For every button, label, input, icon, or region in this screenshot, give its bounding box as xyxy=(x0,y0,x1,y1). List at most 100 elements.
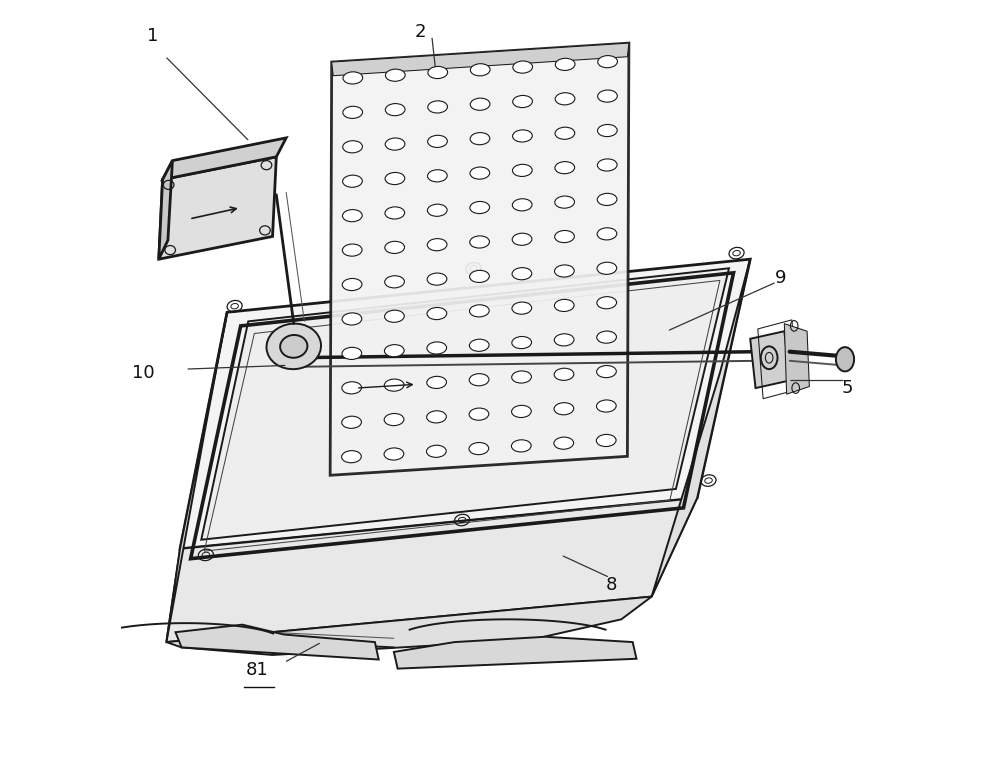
Ellipse shape xyxy=(384,379,404,391)
Ellipse shape xyxy=(469,374,489,386)
Ellipse shape xyxy=(385,138,405,150)
Polygon shape xyxy=(163,138,286,180)
Ellipse shape xyxy=(513,130,532,142)
Ellipse shape xyxy=(384,345,404,357)
Ellipse shape xyxy=(470,202,490,214)
Text: 81: 81 xyxy=(246,661,269,679)
Ellipse shape xyxy=(597,159,617,171)
Ellipse shape xyxy=(513,95,532,107)
Polygon shape xyxy=(750,331,790,388)
Polygon shape xyxy=(204,260,750,434)
Ellipse shape xyxy=(385,275,404,288)
Ellipse shape xyxy=(342,313,362,325)
Ellipse shape xyxy=(342,347,362,359)
Ellipse shape xyxy=(427,307,447,320)
Ellipse shape xyxy=(343,141,362,153)
Ellipse shape xyxy=(427,377,446,388)
Polygon shape xyxy=(201,269,729,540)
Polygon shape xyxy=(166,312,227,642)
Ellipse shape xyxy=(343,175,362,187)
Ellipse shape xyxy=(428,135,447,148)
Ellipse shape xyxy=(554,437,574,449)
Ellipse shape xyxy=(597,331,616,343)
Ellipse shape xyxy=(342,416,361,428)
Ellipse shape xyxy=(385,241,405,253)
Ellipse shape xyxy=(596,400,616,412)
Ellipse shape xyxy=(470,167,490,179)
Ellipse shape xyxy=(427,342,447,354)
Polygon shape xyxy=(159,161,172,260)
Ellipse shape xyxy=(427,204,447,216)
Ellipse shape xyxy=(512,371,531,383)
Ellipse shape xyxy=(597,193,617,205)
Ellipse shape xyxy=(555,231,574,243)
Ellipse shape xyxy=(597,365,616,377)
Ellipse shape xyxy=(512,268,532,280)
Text: 1: 1 xyxy=(147,27,158,44)
Ellipse shape xyxy=(554,334,574,346)
Ellipse shape xyxy=(512,233,532,245)
Ellipse shape xyxy=(470,98,490,110)
Ellipse shape xyxy=(512,199,532,211)
Ellipse shape xyxy=(836,347,854,371)
Ellipse shape xyxy=(342,451,361,463)
Ellipse shape xyxy=(511,440,531,452)
Ellipse shape xyxy=(470,64,490,76)
Ellipse shape xyxy=(598,56,617,68)
Ellipse shape xyxy=(470,236,489,248)
Ellipse shape xyxy=(597,125,617,137)
Polygon shape xyxy=(330,43,629,476)
Ellipse shape xyxy=(385,173,405,185)
Ellipse shape xyxy=(512,406,531,418)
Polygon shape xyxy=(175,625,379,660)
Text: 9: 9 xyxy=(775,269,786,287)
Ellipse shape xyxy=(266,323,321,369)
Ellipse shape xyxy=(469,408,489,420)
Ellipse shape xyxy=(596,435,616,447)
Polygon shape xyxy=(394,637,636,669)
Polygon shape xyxy=(652,260,750,597)
Ellipse shape xyxy=(385,103,405,116)
Polygon shape xyxy=(180,260,750,549)
Ellipse shape xyxy=(385,310,404,323)
Ellipse shape xyxy=(554,403,574,415)
Ellipse shape xyxy=(385,207,405,219)
Ellipse shape xyxy=(469,304,489,317)
Ellipse shape xyxy=(597,263,617,275)
Ellipse shape xyxy=(384,413,404,425)
Ellipse shape xyxy=(512,164,532,177)
Ellipse shape xyxy=(555,265,574,277)
Ellipse shape xyxy=(469,339,489,352)
Ellipse shape xyxy=(342,279,362,291)
Text: 5: 5 xyxy=(842,379,853,397)
Ellipse shape xyxy=(428,101,447,113)
Polygon shape xyxy=(166,597,652,655)
Ellipse shape xyxy=(555,161,575,174)
Polygon shape xyxy=(159,157,276,260)
Ellipse shape xyxy=(598,90,617,102)
Ellipse shape xyxy=(597,228,617,240)
Ellipse shape xyxy=(470,132,490,145)
Ellipse shape xyxy=(427,273,447,285)
Ellipse shape xyxy=(555,93,575,105)
Ellipse shape xyxy=(469,442,489,454)
Polygon shape xyxy=(784,323,809,394)
Ellipse shape xyxy=(343,107,363,119)
Ellipse shape xyxy=(342,244,362,256)
Ellipse shape xyxy=(385,69,405,81)
Ellipse shape xyxy=(554,299,574,311)
Text: 2: 2 xyxy=(415,23,426,41)
Ellipse shape xyxy=(597,297,617,309)
Ellipse shape xyxy=(555,59,575,71)
Ellipse shape xyxy=(427,239,447,250)
Ellipse shape xyxy=(512,336,532,349)
Ellipse shape xyxy=(470,270,489,282)
Ellipse shape xyxy=(343,72,363,84)
Ellipse shape xyxy=(554,368,574,380)
Ellipse shape xyxy=(428,66,448,78)
Text: 10: 10 xyxy=(132,364,155,382)
Ellipse shape xyxy=(512,302,532,314)
Text: 8: 8 xyxy=(606,576,617,594)
Ellipse shape xyxy=(555,127,575,139)
Ellipse shape xyxy=(427,445,446,457)
